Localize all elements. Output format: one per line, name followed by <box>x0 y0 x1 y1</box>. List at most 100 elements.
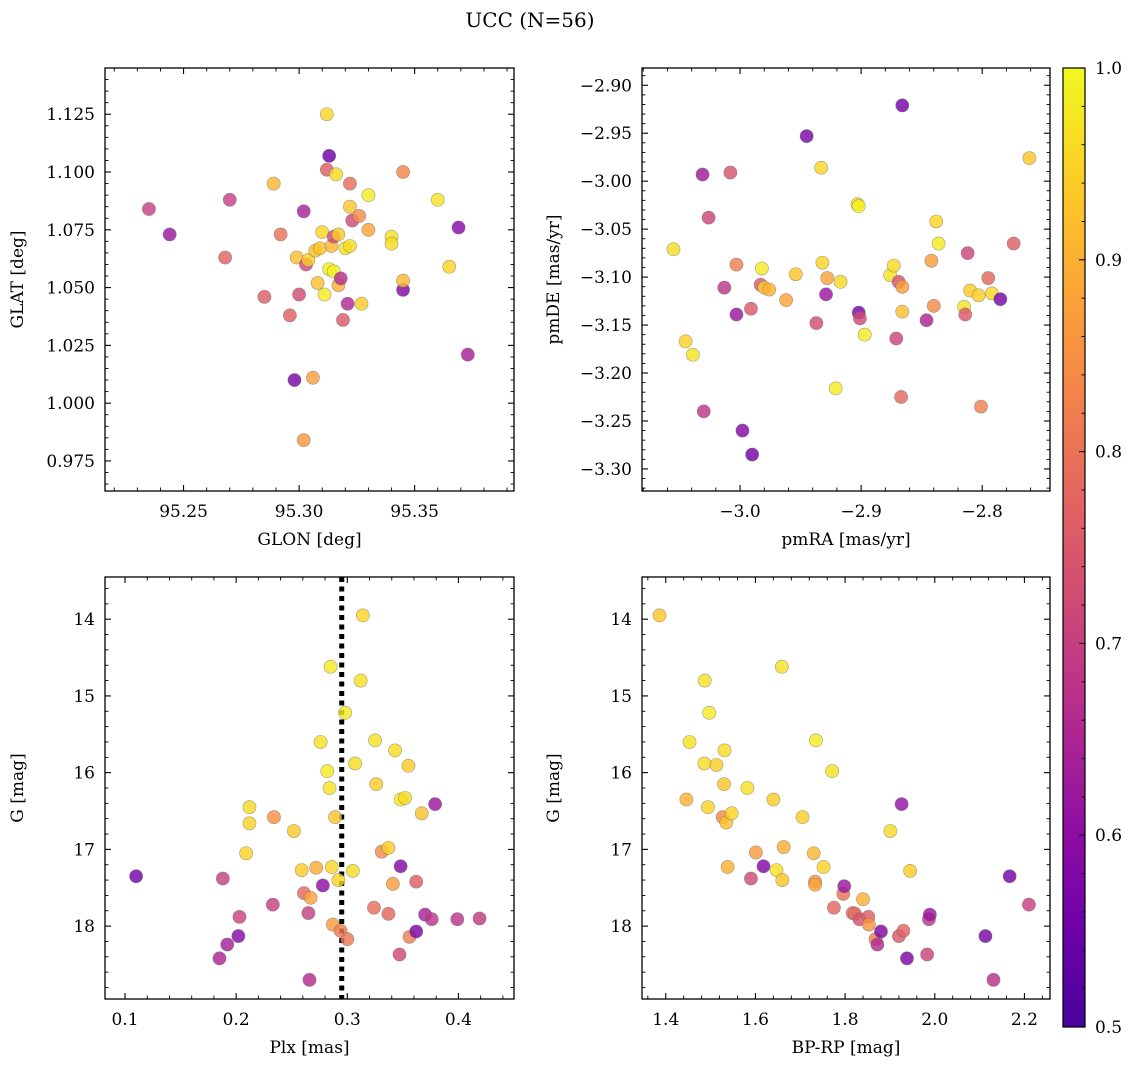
y-tick-label: 16 <box>73 764 95 784</box>
data-point <box>414 806 429 821</box>
data-point <box>232 910 247 924</box>
data-point <box>702 705 717 720</box>
data-point <box>331 873 346 887</box>
data-point <box>744 301 758 316</box>
data-point <box>384 236 399 251</box>
data-point <box>222 192 237 207</box>
data-point <box>974 399 988 414</box>
data-point <box>215 871 230 886</box>
x-tick-label: 0.4 <box>445 1010 472 1030</box>
data-point <box>826 900 841 915</box>
data-point <box>729 257 744 272</box>
scatter-panel-pmra-pmde: −3.0 −2.9 −2.8 −3.30 −3.25 −3.20 −3.15 −3.10 −3.… <box>544 67 1051 550</box>
y-tick-label: 1.075 <box>46 221 95 241</box>
data-point <box>971 288 986 303</box>
data-point <box>340 296 355 311</box>
data-point <box>666 242 681 257</box>
data-point <box>958 307 973 322</box>
scatter-panel-plx-g: 0.1 0.2 0.3 0.4 14 15 16 17 18 Plx [mas] G [mag] <box>8 576 515 1058</box>
data-point <box>774 659 789 674</box>
y-tick-label: −2.90 <box>580 76 632 96</box>
data-point <box>303 890 318 905</box>
x-axis-label: GLON [deg] <box>257 530 361 550</box>
y-tick-label: 18 <box>610 917 632 937</box>
data-point <box>296 204 311 219</box>
data-point <box>265 897 280 912</box>
x-axis-label: BP-RP [mag] <box>792 1038 901 1058</box>
data-point <box>717 280 732 295</box>
data-point <box>393 859 408 874</box>
data-point <box>697 756 712 771</box>
y-tick-label: 1.025 <box>46 336 95 356</box>
data-point <box>388 743 402 758</box>
data-point <box>312 241 327 256</box>
data-point <box>806 846 821 861</box>
data-point <box>430 192 445 207</box>
data-point <box>242 800 257 815</box>
scatter-panel-glon-glat: 95.25 95.30 95.35 0.975 1.000 1.025 1.050 1.075… <box>8 67 515 550</box>
colorbar-tick-label: 0.8 <box>1095 443 1122 463</box>
data-point <box>385 877 400 891</box>
data-point <box>301 906 316 920</box>
data-point <box>398 791 412 805</box>
x-tick-label: −2.9 <box>840 502 881 522</box>
data-point <box>682 735 697 749</box>
data-point <box>837 879 852 894</box>
data-point <box>328 810 342 825</box>
data-point <box>894 390 908 404</box>
data-point <box>857 327 872 342</box>
data-point <box>701 800 715 815</box>
data-point <box>745 447 760 462</box>
y-tick-label: 17 <box>610 840 632 860</box>
data-point <box>960 246 975 261</box>
colorbar-gradient <box>1062 67 1086 1028</box>
y-tick-label: 16 <box>610 764 632 784</box>
data-point <box>895 98 910 113</box>
data-point <box>218 250 233 265</box>
y-axis-label: G [mag] <box>544 753 564 822</box>
data-point <box>652 608 667 623</box>
colorbar-tick-label: 0.7 <box>1095 634 1122 654</box>
data-point <box>239 846 254 861</box>
data-point <box>319 107 334 122</box>
data-point <box>895 279 910 294</box>
data-point <box>361 222 376 237</box>
points-layer <box>142 107 475 448</box>
y-tick-label: 18 <box>73 917 95 937</box>
data-point <box>816 860 831 874</box>
data-point <box>329 167 343 182</box>
data-point <box>310 276 325 290</box>
data-point <box>322 148 337 163</box>
y-tick-label: 15 <box>73 687 95 707</box>
x-tick-label: 2.2 <box>1011 1010 1038 1030</box>
axes-frame <box>641 67 1051 492</box>
data-point <box>396 273 410 288</box>
data-point <box>355 608 370 623</box>
y-tick-label: −3.05 <box>580 220 632 240</box>
data-point <box>920 947 935 962</box>
data-point <box>309 860 324 875</box>
data-point <box>361 188 376 203</box>
colorbar-tick-label: 0.6 <box>1095 826 1122 846</box>
data-point <box>409 874 424 889</box>
data-point <box>343 199 357 214</box>
data-point <box>756 859 771 874</box>
data-point <box>993 292 1008 307</box>
data-point <box>322 781 337 795</box>
data-point <box>267 810 281 825</box>
data-point <box>720 860 735 874</box>
data-point <box>883 824 898 838</box>
y-tick-label: 1.125 <box>46 105 95 125</box>
data-point <box>294 863 309 877</box>
data-point <box>754 261 769 276</box>
data-point <box>1022 897 1036 912</box>
data-point <box>336 313 350 327</box>
data-point <box>809 733 823 748</box>
y-tick-label: −2.95 <box>580 124 632 144</box>
data-point <box>809 316 824 331</box>
data-point <box>231 929 246 943</box>
y-tick-label: 17 <box>73 840 95 860</box>
data-point <box>903 863 918 878</box>
data-point <box>212 951 227 966</box>
colorbar-tick-label: 1.0 <box>1095 59 1122 79</box>
